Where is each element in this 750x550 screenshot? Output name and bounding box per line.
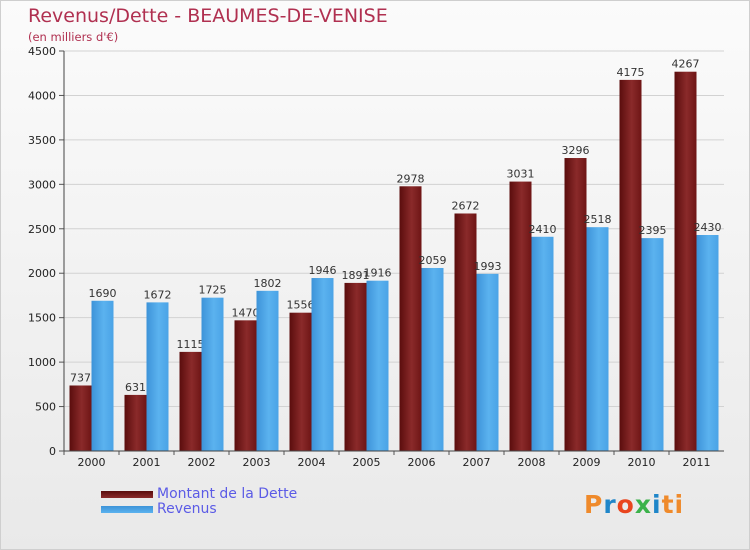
bar-revenus bbox=[201, 297, 224, 451]
bar-dette bbox=[454, 213, 477, 451]
x-tick-label: 2005 bbox=[353, 456, 381, 469]
x-tick-label: 2003 bbox=[243, 456, 271, 469]
bar-revenus bbox=[531, 236, 554, 451]
x-tick-label: 2001 bbox=[133, 456, 161, 469]
bar-dette bbox=[509, 181, 532, 452]
bar-dette bbox=[344, 282, 367, 451]
data-label: 1946 bbox=[309, 264, 337, 277]
data-label: 1891 bbox=[342, 269, 370, 282]
bar-dette bbox=[674, 71, 697, 451]
logo-letter: i bbox=[652, 490, 662, 519]
x-tick-label: 2010 bbox=[628, 456, 656, 469]
x-tick-label: 2004 bbox=[298, 456, 326, 469]
y-tick-label: 4000 bbox=[28, 89, 56, 102]
data-label: 3296 bbox=[562, 144, 590, 157]
x-tick-label: 2002 bbox=[188, 456, 216, 469]
logo-letter: r bbox=[603, 490, 617, 519]
bar-dette bbox=[399, 186, 422, 452]
legend-label-dette: Montant de la Dette bbox=[157, 486, 298, 502]
data-label: 1916 bbox=[364, 267, 392, 280]
data-label: 1690 bbox=[89, 287, 117, 300]
x-tick-label: 2006 bbox=[408, 456, 436, 469]
logo-letter: t bbox=[661, 490, 675, 519]
y-tick-label: 3000 bbox=[28, 178, 56, 191]
data-label: 4267 bbox=[672, 58, 700, 71]
bar-dette bbox=[564, 158, 587, 451]
data-label: 1802 bbox=[254, 277, 282, 290]
x-tick-label: 2011 bbox=[683, 456, 711, 469]
data-label: 1470 bbox=[232, 306, 260, 319]
data-label: 2978 bbox=[397, 172, 425, 185]
y-tick-label: 4500 bbox=[28, 45, 56, 58]
proxiti-logo: Proxiti bbox=[584, 490, 684, 519]
y-tick-label: 3500 bbox=[28, 134, 56, 147]
data-label: 1556 bbox=[287, 299, 315, 312]
chart-subtitle: (en milliers d'€) bbox=[28, 30, 119, 44]
legend-label-revenus: Revenus bbox=[157, 501, 217, 517]
bar-revenus bbox=[586, 227, 609, 451]
bar-revenus bbox=[146, 302, 169, 451]
data-label: 2430 bbox=[694, 221, 722, 234]
data-label: 2059 bbox=[419, 254, 447, 267]
x-tick-label: 2000 bbox=[78, 456, 106, 469]
data-label: 2410 bbox=[529, 223, 557, 236]
y-axis-ticks: 0 500 1000 1500 2000 2500 3000 3500 4000 4500 bbox=[28, 45, 64, 458]
chart-title: Revenus/Dette - BEAUMES-DE-VENISE bbox=[28, 5, 388, 27]
y-tick-label: 0 bbox=[49, 445, 56, 458]
data-label: 2518 bbox=[584, 213, 612, 226]
gridlines bbox=[64, 50, 724, 452]
bar-revenus bbox=[641, 238, 664, 451]
legend-swatch-revenus bbox=[101, 506, 153, 513]
bar-revenus bbox=[476, 273, 499, 451]
bar-revenus bbox=[696, 235, 719, 451]
data-label: 1725 bbox=[199, 284, 227, 297]
bar-dette bbox=[234, 320, 257, 451]
bar-dette bbox=[179, 351, 202, 451]
bar-dette bbox=[619, 79, 642, 451]
logo-letter: x bbox=[634, 490, 652, 519]
data-label: 1993 bbox=[474, 260, 502, 273]
logo-letter: P bbox=[584, 490, 604, 519]
bar-dette bbox=[289, 312, 312, 451]
bar-dette bbox=[69, 385, 92, 451]
y-tick-label: 1000 bbox=[28, 356, 56, 369]
y-tick-label: 2500 bbox=[28, 223, 56, 236]
bar-revenus bbox=[256, 290, 279, 451]
data-label: 2395 bbox=[639, 224, 667, 237]
logo-letter: o bbox=[616, 490, 635, 519]
x-tick-label: 2008 bbox=[518, 456, 546, 469]
legend-swatch-dette bbox=[101, 491, 153, 498]
x-tick-label: 2009 bbox=[573, 456, 601, 469]
logo-letter: i bbox=[674, 490, 685, 519]
bar-revenus bbox=[366, 280, 389, 451]
data-label: 1115 bbox=[177, 338, 205, 351]
bar-dette bbox=[124, 394, 147, 451]
bar-revenus bbox=[311, 278, 334, 451]
bar-revenus bbox=[421, 267, 444, 451]
data-label: 1672 bbox=[144, 288, 172, 301]
axes bbox=[63, 51, 724, 452]
bars: 737 1690 631 1672 1115 1725 1470 1802 1556 1946 18… bbox=[69, 58, 722, 452]
y-tick-label: 1500 bbox=[28, 312, 56, 325]
data-label: 2672 bbox=[452, 199, 480, 212]
y-tick-label: 2000 bbox=[28, 267, 56, 280]
data-label: 4175 bbox=[617, 66, 645, 79]
data-label: 631 bbox=[125, 381, 146, 394]
data-label: 737 bbox=[70, 371, 91, 384]
bar-revenus bbox=[91, 300, 114, 451]
x-tick-label: 2007 bbox=[463, 456, 491, 469]
y-tick-label: 500 bbox=[35, 401, 56, 414]
x-axis-ticks: 2000 2001 2002 2003 2004 2005 2006 2007 2008 2009… bbox=[63, 451, 711, 469]
data-label: 3031 bbox=[507, 168, 535, 181]
